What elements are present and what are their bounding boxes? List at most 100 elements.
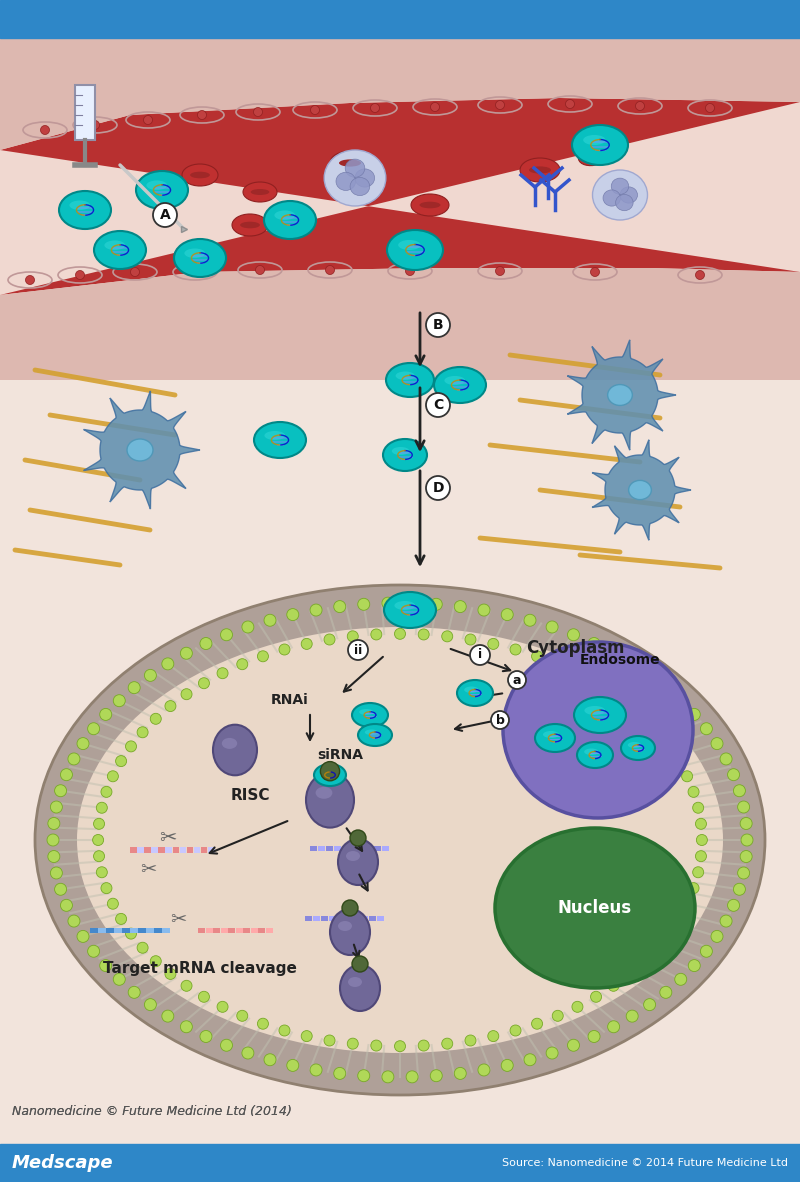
- Circle shape: [217, 668, 228, 678]
- Circle shape: [90, 121, 99, 130]
- Circle shape: [470, 645, 490, 665]
- Bar: [179, 847, 186, 853]
- Circle shape: [54, 785, 66, 797]
- Ellipse shape: [94, 230, 146, 269]
- Circle shape: [644, 669, 656, 681]
- Ellipse shape: [410, 241, 430, 248]
- Ellipse shape: [77, 626, 723, 1053]
- Circle shape: [54, 883, 66, 895]
- Ellipse shape: [495, 829, 695, 988]
- Circle shape: [720, 915, 732, 927]
- Circle shape: [478, 1064, 490, 1076]
- Circle shape: [200, 637, 212, 650]
- Circle shape: [638, 713, 650, 725]
- Ellipse shape: [572, 125, 628, 165]
- Circle shape: [94, 818, 105, 830]
- Text: Nanomedicine © Future Medicine Ltd (2014): Nanomedicine © Future Medicine Ltd (2014…: [12, 1105, 292, 1118]
- Circle shape: [738, 866, 750, 879]
- Circle shape: [221, 1039, 233, 1051]
- Ellipse shape: [336, 173, 355, 190]
- Text: RISC: RISC: [230, 787, 270, 803]
- Circle shape: [674, 755, 685, 767]
- Circle shape: [47, 834, 59, 846]
- Bar: [221, 928, 227, 933]
- Ellipse shape: [359, 709, 374, 715]
- Ellipse shape: [339, 160, 361, 167]
- Circle shape: [734, 883, 746, 895]
- Ellipse shape: [365, 729, 378, 735]
- Circle shape: [626, 1011, 638, 1022]
- Ellipse shape: [577, 742, 613, 768]
- Ellipse shape: [355, 169, 374, 187]
- Ellipse shape: [35, 585, 765, 1095]
- Circle shape: [107, 771, 118, 781]
- Circle shape: [310, 604, 322, 616]
- Circle shape: [50, 801, 62, 813]
- Bar: [0, 38, 800, 379]
- Bar: [137, 847, 144, 853]
- Circle shape: [660, 986, 672, 999]
- Ellipse shape: [402, 234, 438, 256]
- Bar: [198, 928, 205, 933]
- Circle shape: [371, 1040, 382, 1051]
- Circle shape: [61, 900, 73, 911]
- Ellipse shape: [213, 725, 257, 775]
- Circle shape: [688, 960, 700, 972]
- Ellipse shape: [330, 151, 370, 175]
- Text: ✂: ✂: [159, 829, 177, 847]
- Circle shape: [510, 644, 521, 655]
- Circle shape: [286, 1059, 298, 1071]
- Circle shape: [286, 609, 298, 621]
- Circle shape: [695, 271, 705, 279]
- Circle shape: [418, 1040, 429, 1051]
- Bar: [258, 928, 265, 933]
- Bar: [329, 916, 336, 921]
- Bar: [144, 847, 150, 853]
- Circle shape: [478, 604, 490, 616]
- Circle shape: [162, 1011, 174, 1022]
- Circle shape: [572, 668, 583, 678]
- Circle shape: [165, 968, 176, 980]
- Circle shape: [334, 600, 346, 612]
- Text: Endosome: Endosome: [580, 652, 660, 667]
- Bar: [353, 916, 360, 921]
- Circle shape: [727, 900, 739, 911]
- Bar: [106, 928, 114, 933]
- Circle shape: [546, 621, 558, 634]
- Ellipse shape: [146, 181, 167, 190]
- Circle shape: [26, 275, 34, 285]
- Circle shape: [153, 203, 177, 227]
- Circle shape: [350, 830, 366, 846]
- Bar: [337, 916, 344, 921]
- Text: B: B: [433, 318, 443, 332]
- Ellipse shape: [104, 240, 125, 251]
- Bar: [321, 916, 328, 921]
- Circle shape: [674, 914, 685, 924]
- Ellipse shape: [264, 201, 316, 239]
- Circle shape: [740, 818, 752, 830]
- Ellipse shape: [136, 171, 188, 209]
- Circle shape: [358, 1070, 370, 1082]
- Circle shape: [430, 598, 442, 610]
- Bar: [98, 928, 106, 933]
- Ellipse shape: [464, 687, 478, 693]
- Ellipse shape: [340, 965, 380, 1011]
- Circle shape: [101, 786, 112, 798]
- Ellipse shape: [127, 439, 153, 461]
- Circle shape: [221, 629, 233, 641]
- Circle shape: [660, 682, 672, 694]
- Ellipse shape: [543, 730, 559, 738]
- Circle shape: [394, 629, 406, 639]
- Circle shape: [590, 992, 602, 1002]
- Bar: [0, 0, 800, 38]
- Circle shape: [371, 629, 382, 639]
- Ellipse shape: [434, 366, 486, 403]
- Circle shape: [430, 1070, 442, 1082]
- Ellipse shape: [394, 600, 415, 610]
- Bar: [345, 916, 352, 921]
- Circle shape: [546, 1047, 558, 1059]
- Circle shape: [588, 637, 600, 650]
- Circle shape: [430, 103, 439, 111]
- Ellipse shape: [583, 135, 606, 145]
- Bar: [318, 846, 325, 851]
